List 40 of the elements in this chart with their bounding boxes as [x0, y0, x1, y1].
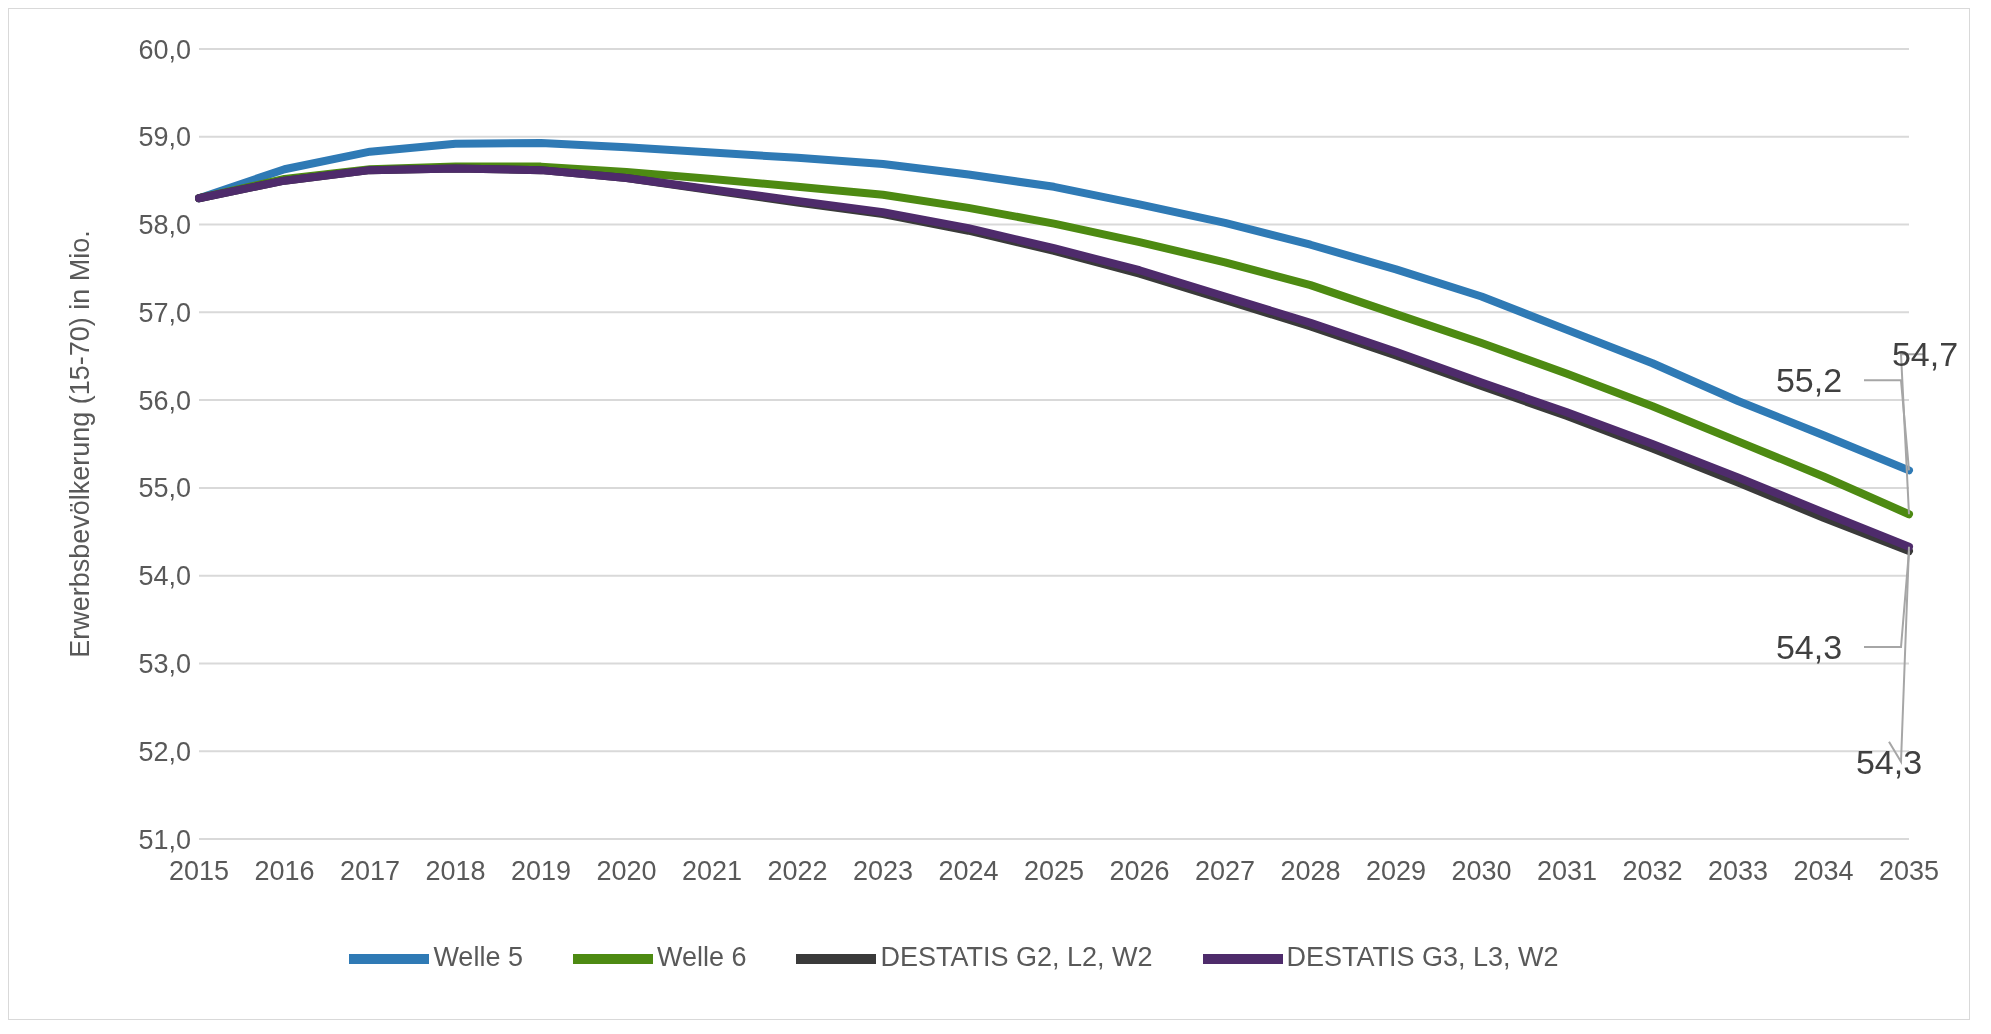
y-tick-label: 55,0: [138, 473, 191, 504]
data-label: 55,2: [1775, 361, 1843, 400]
y-tick-label: 53,0: [138, 649, 191, 680]
x-tick-label: 2016: [254, 856, 315, 887]
y-tick-label: 51,0: [138, 824, 191, 855]
x-tick-label: 2035: [1878, 856, 1940, 887]
x-tick-label: 2028: [1280, 856, 1341, 887]
x-tick-label: 2015: [168, 856, 230, 887]
y-tick-label: 60,0: [138, 34, 191, 65]
x-tick-label: 2031: [1536, 856, 1598, 887]
x-tick-label: 2020: [596, 856, 657, 887]
data-label: 54,7: [1891, 335, 1959, 374]
x-tick-label: 2027: [1194, 856, 1256, 887]
x-tick-label: 2022: [767, 856, 828, 887]
x-tick-label: 2030: [1451, 856, 1512, 887]
x-tick-label: 2032: [1622, 856, 1683, 887]
x-tick-label: 2029: [1365, 856, 1427, 887]
x-tick-label: 2025: [1023, 856, 1085, 887]
y-tick-label: 57,0: [138, 297, 191, 328]
x-tick-label: 2023: [852, 856, 914, 887]
x-tick-label: 2019: [510, 856, 572, 887]
data-label: 54,3: [1775, 628, 1843, 667]
x-tick-label: 2018: [425, 856, 486, 887]
y-tick-label: 54,0: [138, 561, 191, 592]
y-tick-label: 56,0: [138, 385, 191, 416]
x-tick-label: 2017: [339, 856, 401, 887]
legend-label: DESTATIS G3, L3, W2: [1286, 942, 1559, 973]
y-axis-title: Erwerbsbevölkerung (15-70) in Mio.: [64, 230, 95, 658]
y-tick-label: 52,0: [138, 736, 191, 767]
y-tick-label: 59,0: [138, 122, 191, 153]
x-tick-label: 2024: [938, 856, 999, 887]
data-label: 54,3: [1855, 742, 1923, 781]
legend-label: Welle 6: [656, 942, 747, 973]
x-tick-label: 2034: [1793, 856, 1854, 887]
x-tick-label: 2026: [1109, 856, 1170, 887]
legend-label: DESTATIS G2, L2, W2: [880, 942, 1153, 973]
y-tick-label: 58,0: [138, 210, 191, 241]
x-tick-label: 2033: [1707, 856, 1769, 887]
legend-label: Welle 5: [433, 942, 523, 973]
x-tick-label: 2021: [681, 856, 743, 887]
